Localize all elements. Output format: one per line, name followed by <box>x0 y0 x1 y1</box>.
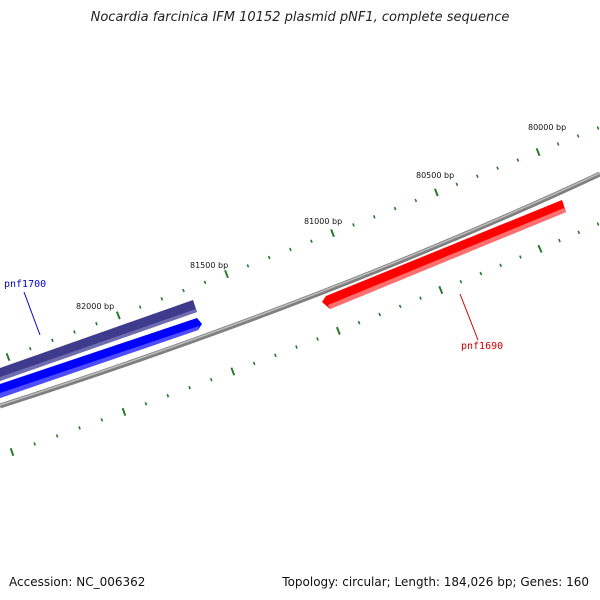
outer-ring-tick <box>596 126 600 130</box>
inner-ring-tick <box>33 442 36 446</box>
outer-ring-tick <box>138 305 142 309</box>
sequence-backbone-highlight <box>0 172 600 406</box>
outer-ring-tick <box>352 223 355 227</box>
outer-ring-tick <box>535 147 541 157</box>
outer-ring-tick <box>203 280 207 285</box>
outer-tick-ring <box>5 126 600 362</box>
inner-tick-ring <box>9 222 600 457</box>
accession-text: Accession: NC_006362 <box>9 575 146 589</box>
map-title: Nocardia farcinica IFM 10152 plasmid pNF… <box>90 10 510 25</box>
gene-label-pnf1700[interactable]: pnf1700 <box>4 279 46 290</box>
summary-text: Topology: circular; Length: 184,026 bp; … <box>282 575 589 589</box>
outer-ring-tick <box>516 158 520 162</box>
inner-ring-tick <box>459 279 463 284</box>
outer-ring-tick <box>310 239 313 244</box>
outer-ring-tick <box>576 134 580 138</box>
inner-ring-tick <box>144 402 148 406</box>
inner-ring-tick <box>274 353 277 358</box>
outer-ring-tick <box>372 215 376 219</box>
inner-ring-tick <box>230 367 236 376</box>
outer-ring-tick <box>115 311 121 320</box>
inner-ring-tick <box>438 285 444 295</box>
outer-ring-tick <box>224 269 229 279</box>
outer-ring-tick <box>433 188 439 197</box>
outer-ring-tick <box>455 182 459 187</box>
inner-ring-tick <box>335 326 341 335</box>
inner-ring-tick <box>78 426 81 430</box>
outer-ring-tick <box>246 264 250 268</box>
inner-ring-tick <box>209 377 213 382</box>
inner-ring-tick <box>188 385 191 390</box>
tick-label-82000: 82000 bp <box>76 302 114 311</box>
inner-ring-tick <box>419 296 422 300</box>
outer-ring-tick <box>182 288 185 293</box>
sequence-backbone <box>0 171 600 409</box>
outer-ring-tick <box>496 166 499 170</box>
inner-ring-tick <box>519 255 522 259</box>
outer-ring-tick <box>289 247 292 252</box>
gene-pnf1700-arrow-edge <box>0 326 199 398</box>
inner-ring-tick <box>166 393 170 398</box>
outer-ring-tick <box>73 330 76 334</box>
inner-ring-tick <box>479 271 483 276</box>
inner-ring-tick <box>55 434 59 438</box>
inner-ring-tick <box>537 244 543 253</box>
gene-label-pnf1690[interactable]: pnf1690 <box>461 341 503 352</box>
inner-ring-tick <box>295 345 298 349</box>
outer-ring-tick <box>95 321 98 326</box>
pnf1690-leader <box>459 293 479 341</box>
gene-pnf1690-arrow <box>322 200 566 309</box>
inner-ring-tick <box>316 337 319 341</box>
outer-ring-tick <box>160 297 164 301</box>
tick-label-80500: 80500 bp <box>416 171 454 180</box>
inner-ring-tick <box>100 418 104 422</box>
tick-label-81000: 81000 bp <box>304 217 342 226</box>
tick-label-80000: 80000 bp <box>528 123 566 132</box>
inner-ring-tick <box>499 263 503 268</box>
inner-ring-tick <box>596 222 600 226</box>
gene-pnf1690[interactable] <box>322 200 566 309</box>
inner-ring-tick <box>378 312 382 317</box>
outer-ring-tick <box>28 346 32 351</box>
outer-ring-tick <box>330 229 335 238</box>
inner-ring-tick <box>398 304 402 309</box>
outer-ring-tick <box>556 142 560 146</box>
outer-ring-tick <box>5 352 11 362</box>
gene-pnf1690-arrow-edge <box>328 208 566 309</box>
inner-ring-tick <box>558 238 561 243</box>
outer-ring-tick <box>51 338 54 343</box>
outer-ring-tick <box>267 255 271 260</box>
tick-label-81500: 81500 bp <box>190 261 228 270</box>
inner-ring-tick <box>9 447 15 457</box>
outer-ring-tick <box>475 174 479 178</box>
inner-ring-tick <box>357 320 361 325</box>
outer-ring-tick <box>414 198 418 203</box>
gene-pnf1700[interactable] <box>0 300 202 398</box>
inner-ring-tick <box>577 230 581 235</box>
inner-ring-tick <box>121 407 127 416</box>
gene-pnf1700-shadow-edge <box>0 309 197 381</box>
outer-ring-tick <box>393 206 397 211</box>
pnf1700-leader <box>23 291 41 336</box>
inner-ring-tick <box>252 361 256 366</box>
